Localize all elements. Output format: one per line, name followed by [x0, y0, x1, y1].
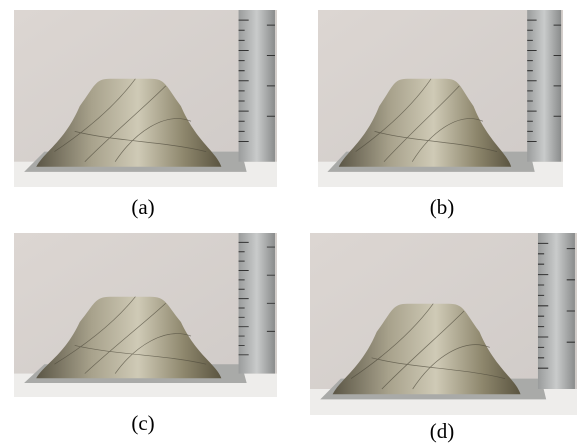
- photo-c: [14, 233, 277, 397]
- page: (a) (b) (c) (d) (() => { const data = JS…: [0, 0, 582, 443]
- photo-d: [310, 233, 577, 415]
- photo-a: [14, 10, 277, 187]
- caption: (b): [402, 195, 482, 220]
- caption: (d): [402, 419, 482, 444]
- caption: (a): [103, 195, 183, 220]
- photo-b: [318, 10, 563, 187]
- caption: (c): [103, 411, 183, 436]
